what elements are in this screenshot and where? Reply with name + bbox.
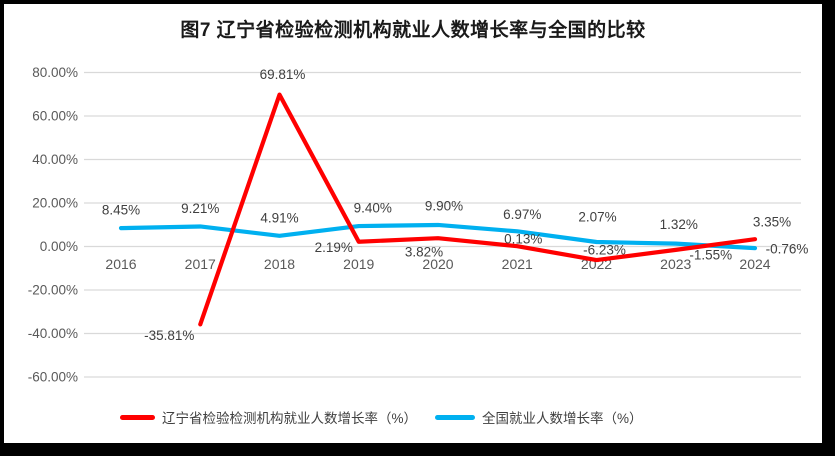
- x-axis-category-label: 2017: [185, 256, 216, 272]
- series-line-liaoning: [198, 92, 758, 327]
- data-label: 1.32%: [660, 217, 698, 232]
- x-axis-category-label: 2016: [105, 256, 136, 272]
- data-label: 69.81%: [260, 67, 306, 82]
- legend-line-swatch-national: [435, 414, 476, 420]
- y-axis-tick-label: 40.00%: [32, 152, 78, 167]
- x-axis-category-label: 2021: [502, 256, 533, 272]
- y-axis-tick-label: -20.00%: [28, 283, 78, 298]
- x-axis-category-label: 2019: [343, 256, 374, 272]
- y-axis-tick-label: 0.00%: [40, 239, 78, 254]
- chart-title: 图7 辽宁省检验检测机构就业人数增长率与全国的比较: [180, 20, 646, 41]
- data-label: -1.55%: [689, 247, 732, 262]
- chart-legend: 辽宁省检验检测机构就业人数增长率（%） 全国就业人数增长率（%）: [120, 407, 643, 427]
- y-axis-tick-label: 60.00%: [32, 109, 78, 124]
- data-label: 4.91%: [260, 210, 298, 225]
- data-label: 0.13%: [504, 232, 542, 247]
- data-label: 9.40%: [354, 201, 392, 216]
- x-axis-category-label: 2023: [660, 256, 691, 272]
- data-label: -35.81%: [144, 328, 194, 343]
- data-label: 2.07%: [578, 209, 616, 224]
- x-axis-category-label: 2020: [422, 256, 453, 272]
- y-axis-tick-label: -40.00%: [28, 326, 78, 341]
- x-axis-category-label: 2024: [739, 256, 770, 272]
- y-axis-tick-label: 20.00%: [32, 196, 78, 211]
- y-axis-tick-label: -60.00%: [28, 370, 78, 385]
- series-line-national: [118, 222, 758, 251]
- data-label: 8.45%: [102, 203, 140, 218]
- legend-label-liaoning: 辽宁省检验检测机构就业人数增长率（%）: [162, 411, 418, 426]
- legend-line-swatch-liaoning: [120, 414, 155, 420]
- data-label: 3.35%: [753, 215, 791, 230]
- y-axis-tick-label: 80.00%: [32, 65, 78, 80]
- data-label: -6.23%: [583, 243, 626, 258]
- data-label: 2.19%: [315, 240, 353, 255]
- data-label: 6.97%: [503, 207, 541, 222]
- data-label: 9.90%: [425, 198, 463, 213]
- legend-label-national: 全国就业人数增长率（%）: [482, 411, 643, 426]
- data-label: -0.76%: [766, 242, 809, 257]
- data-label: 9.21%: [181, 201, 219, 216]
- data-label: 3.82%: [405, 245, 443, 260]
- x-axis-category-label: 2018: [264, 256, 295, 272]
